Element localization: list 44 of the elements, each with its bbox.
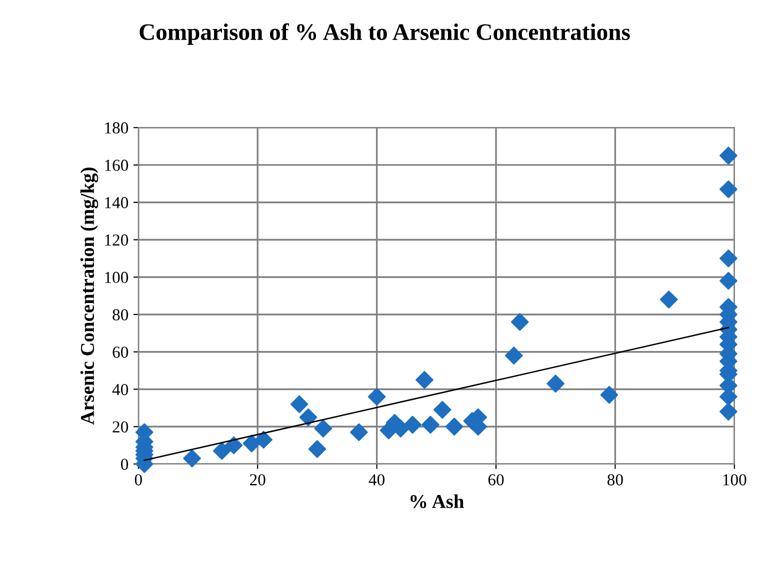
y-tick-label: 60: [112, 346, 128, 358]
point: [720, 146, 738, 165]
y-tick-label: 140: [105, 197, 128, 208]
point: [314, 420, 332, 438]
x-tick-label: 80: [608, 474, 623, 486]
point: [720, 402, 738, 421]
y-tick-label: 40: [112, 384, 128, 396]
point: [600, 386, 618, 404]
y-axis-title: Arsenic Concentration (mg/kg): [80, 168, 98, 425]
point: [254, 430, 272, 449]
point: [368, 388, 386, 406]
y-tick-label: 80: [112, 309, 128, 320]
point: [433, 400, 452, 419]
point: [308, 440, 326, 458]
point: [224, 436, 243, 454]
point: [445, 418, 464, 436]
point: [660, 290, 678, 308]
point: [720, 180, 738, 198]
x-tick-label: 20: [250, 474, 266, 486]
x-tick-label: 100: [723, 474, 746, 486]
point: [546, 374, 565, 393]
x-tick-label: 0: [134, 474, 142, 486]
x-axis-title: % Ash: [410, 494, 464, 508]
y-tick-label: 160: [105, 160, 128, 171]
point: [720, 272, 738, 290]
point: [290, 395, 308, 414]
point: [212, 442, 231, 460]
point: [183, 449, 201, 468]
y-tick-label: 180: [105, 122, 128, 134]
x-tick-label: 60: [488, 474, 504, 486]
y-tick-label: 0: [121, 458, 128, 470]
point: [299, 408, 318, 426]
point: [510, 313, 529, 331]
chart-title: Comparison of % Ash to Arsenic Concentrations: [140, 23, 630, 45]
point: [504, 346, 523, 365]
x-tick-label: 40: [368, 474, 385, 486]
y-tick-label: 120: [105, 234, 128, 246]
point: [720, 250, 738, 268]
point: [350, 423, 368, 442]
point: [416, 370, 434, 389]
y-tick-label: 20: [112, 421, 128, 433]
y-tick-label: 100: [105, 272, 128, 284]
point: [422, 416, 440, 434]
point: [404, 416, 422, 434]
